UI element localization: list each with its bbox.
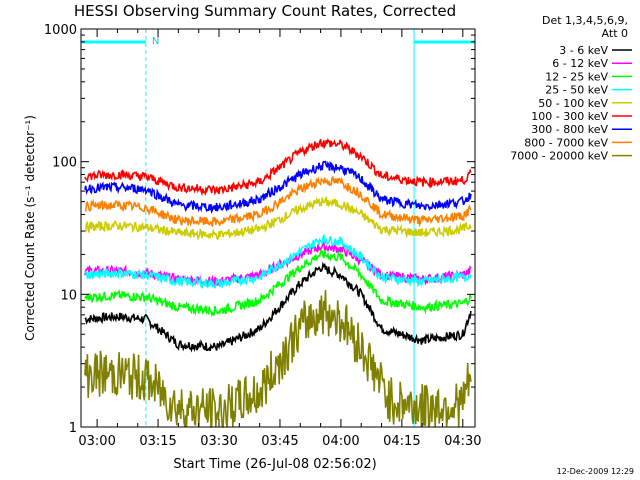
x-tick-label: 03:30 — [200, 434, 237, 449]
legend-label: 50 - 100 keV — [538, 97, 608, 110]
series-line — [84, 175, 472, 228]
legend-header: Att 0 — [602, 27, 628, 40]
legend-label: 800 - 7000 keV — [524, 136, 608, 149]
legend-label: 100 - 300 keV — [531, 110, 608, 123]
footer-date: 12-Dec-2009 12:29 — [557, 467, 634, 476]
series-line — [84, 137, 472, 197]
legend-label: 7000 - 20000 keV — [510, 150, 608, 163]
x-tick-label: 03:00 — [78, 434, 115, 449]
series-line — [84, 160, 472, 215]
legend-label: 6 - 12 keV — [552, 57, 608, 70]
y-tick-label: 10 — [60, 288, 77, 303]
x-tick-label: 03:15 — [139, 434, 176, 449]
legend-label: 25 - 50 keV — [545, 84, 608, 97]
plot-frame — [80, 28, 476, 428]
series-line — [84, 196, 472, 241]
y-tick-label: 1 — [69, 421, 77, 436]
legend-header: Det 1,3,4,5,6,9, — [542, 14, 628, 27]
series-line — [84, 232, 472, 290]
x-axis-label: Start Time (26-Jul-08 02:56:02) — [173, 457, 376, 472]
night-marker-label: N — [152, 36, 159, 47]
x-axis-ticks: 03:00 03:15 03:30 03:45 04:00 04:15 04:30 — [78, 29, 482, 449]
y-tick-label: 1000 — [44, 23, 77, 38]
legend-label: 3 - 6 keV — [559, 44, 608, 57]
y-axis-label: Corrected Count Rate (s⁻¹ detector⁻¹) — [23, 115, 37, 341]
legend-label: 300 - 800 keV — [531, 123, 608, 136]
chart-title: HESSI Observing Summary Count Rates, Cor… — [74, 2, 456, 20]
series-line — [84, 248, 472, 318]
x-tick-label: 04:00 — [322, 434, 359, 449]
series-line — [84, 261, 472, 353]
y-axis-ticks: 1 10 100 1000 — [44, 23, 475, 436]
y-tick-label: 100 — [52, 156, 77, 171]
x-tick-label: 04:15 — [383, 434, 420, 449]
x-tick-label: 03:45 — [261, 434, 298, 449]
series-layer — [84, 137, 472, 428]
x-tick-label: 04:30 — [444, 434, 481, 449]
series-line — [84, 289, 472, 428]
legend-label: 12 - 25 keV — [545, 70, 608, 83]
